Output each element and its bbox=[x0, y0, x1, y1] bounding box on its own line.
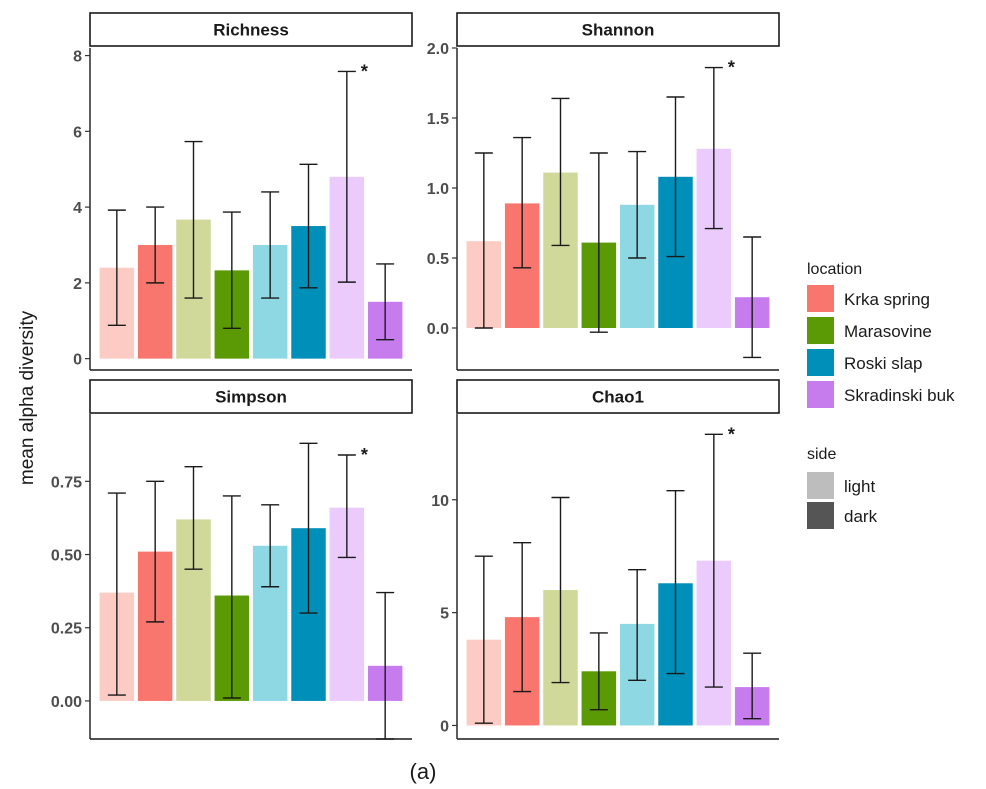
legend-label: Roski slap bbox=[844, 354, 922, 373]
y-tick-label: 5 bbox=[440, 606, 449, 623]
error-bar bbox=[184, 140, 203, 299]
significance-star: * bbox=[728, 58, 735, 78]
panel-title: Chao1 bbox=[592, 388, 644, 407]
error-bar bbox=[704, 433, 723, 688]
panel-shannon: Shannon 0.0 0.5 1.0 1.5 2.0 * bbox=[427, 12, 780, 371]
legend-key-skradinski-buk bbox=[807, 381, 834, 408]
error-bar bbox=[261, 191, 280, 299]
error-bar bbox=[589, 632, 608, 711]
legend: location Krka spring Marasovine Roski slap S… bbox=[807, 261, 955, 529]
error-bar bbox=[666, 96, 685, 258]
legend-label: Skradinski buk bbox=[844, 386, 955, 405]
y-tick-label: 8 bbox=[73, 49, 82, 66]
y-tick-label: 2.0 bbox=[427, 41, 449, 58]
legend-key-krka-spring bbox=[807, 285, 834, 312]
y-tick-label: 1.5 bbox=[427, 111, 449, 128]
error-bar bbox=[474, 555, 493, 724]
legend-key-marasovine bbox=[807, 317, 834, 344]
y-tick-label: 4 bbox=[73, 200, 82, 217]
panel-title: Richness bbox=[213, 21, 289, 40]
y-tick-label: 6 bbox=[73, 124, 82, 141]
error-bar bbox=[107, 209, 126, 326]
error-bar bbox=[337, 454, 356, 559]
error-bar bbox=[376, 263, 395, 341]
error-bar bbox=[474, 152, 493, 329]
legend-key-dark bbox=[807, 502, 834, 529]
legend-label: light bbox=[844, 477, 875, 496]
error-bar bbox=[222, 211, 241, 330]
panel-strip bbox=[89, 12, 413, 47]
error-bar bbox=[513, 136, 532, 269]
error-bar bbox=[513, 541, 532, 693]
error-bar bbox=[299, 442, 318, 614]
significance-star: * bbox=[361, 445, 368, 465]
y-tick-label: 1.0 bbox=[427, 181, 449, 198]
y-tick-label: 0.5 bbox=[427, 251, 449, 268]
error-bar bbox=[299, 163, 318, 289]
y-tick-label: 0.75 bbox=[51, 474, 82, 491]
error-bar bbox=[184, 466, 203, 570]
error-bar bbox=[551, 496, 570, 684]
error-bar bbox=[666, 490, 685, 675]
panel-strip bbox=[456, 12, 780, 47]
y-tick-label: 0.50 bbox=[51, 548, 82, 565]
y-tick-label: 2 bbox=[73, 276, 82, 293]
panel-title: Shannon bbox=[582, 21, 655, 40]
panel-strip bbox=[89, 379, 413, 414]
legend-label: Krka spring bbox=[844, 290, 930, 309]
legend-key-light bbox=[807, 472, 834, 499]
legend-key-roski-slap bbox=[807, 349, 834, 376]
error-bar bbox=[146, 480, 165, 623]
y-tick-label: 0.25 bbox=[51, 621, 82, 638]
legend-side-title: side bbox=[807, 446, 836, 463]
significance-star: * bbox=[728, 424, 735, 444]
panel-richness: Richness 0 2 4 6 8 * bbox=[73, 12, 413, 371]
panel-simpson: Simpson 0.00 0.25 0.50 0.75 * bbox=[51, 379, 413, 740]
legend-location-title: location bbox=[807, 261, 862, 278]
error-bar bbox=[551, 97, 570, 247]
error-bar bbox=[376, 591, 395, 740]
figure-caption: (a) bbox=[410, 759, 437, 784]
error-bar bbox=[589, 152, 608, 333]
legend-label: dark bbox=[844, 507, 878, 526]
error-bar bbox=[261, 504, 280, 588]
panel-title: Simpson bbox=[215, 388, 287, 407]
y-tick-label: 0.0 bbox=[427, 321, 449, 338]
error-bar bbox=[628, 569, 647, 682]
error-bar bbox=[628, 150, 647, 259]
error-bar bbox=[337, 70, 356, 283]
panel-strip bbox=[456, 379, 780, 414]
error-bar bbox=[743, 236, 762, 359]
error-bar bbox=[704, 66, 723, 230]
legend-label: Marasovine bbox=[844, 322, 932, 341]
error-bar bbox=[743, 652, 762, 720]
y-axis-label: mean alpha diversity bbox=[17, 310, 38, 485]
y-tick-label: 0 bbox=[440, 718, 449, 735]
y-tick-label: 10 bbox=[431, 493, 449, 510]
y-tick-label: 0 bbox=[73, 352, 82, 369]
error-bar bbox=[222, 495, 241, 699]
significance-star: * bbox=[361, 61, 368, 81]
y-tick-label: 0.00 bbox=[51, 694, 82, 711]
error-bar bbox=[107, 492, 126, 696]
error-bar bbox=[146, 206, 165, 284]
panels-layer: Richness02468*Shannon0.00.51.01.52.0*Sim… bbox=[51, 12, 780, 740]
panel-chao1: Chao1 0 5 10 * bbox=[431, 379, 780, 740]
